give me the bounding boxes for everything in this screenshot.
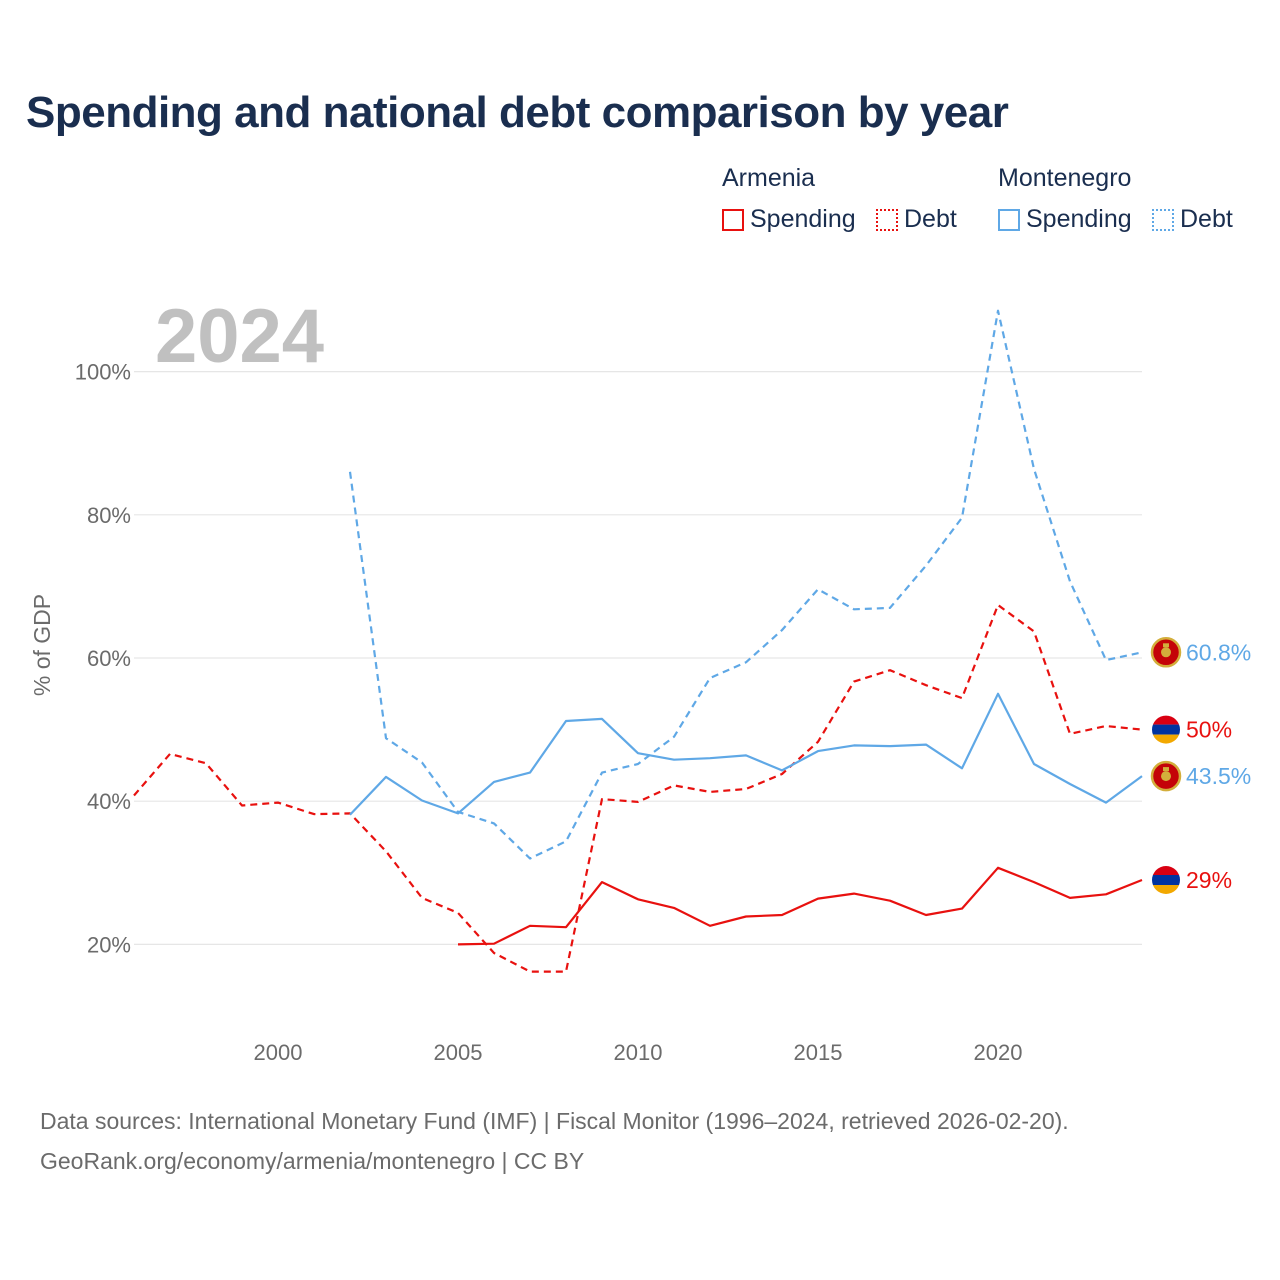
legend-armenia-spending[interactable]: Spending: [722, 205, 856, 234]
gridlines: [134, 371, 1142, 946]
solid-line-swatch-icon: [998, 208, 1020, 231]
end-value-label: 50%: [1186, 717, 1232, 743]
solid-line-swatch-icon: [722, 208, 744, 231]
y-tick-label: 80%: [87, 503, 131, 528]
end-value-label: 60.8%: [1186, 639, 1251, 665]
legend-label: Spending: [1026, 205, 1132, 233]
montenegro-spending-line: [349, 692, 1143, 816]
x-tick-label: 2000: [254, 1040, 303, 1065]
legend-armenia-title: Armenia: [722, 164, 816, 192]
end-labels: 50% 29% 60.8% 43.5%: [1150, 637, 1251, 894]
legend-label: Spending: [750, 205, 856, 233]
legend-armenia-debt[interactable]: Debt: [876, 205, 957, 234]
end-value-label: 29%: [1186, 867, 1232, 893]
armenia-flag-icon: [1152, 715, 1180, 744]
legend-montenegro-title: Montenegro: [998, 164, 1132, 192]
end-value-label: 43.5%: [1186, 763, 1251, 789]
y-tick-label: 40%: [87, 789, 131, 814]
dotted-line-swatch-icon: [1152, 208, 1174, 231]
x-tick-label: 2015: [794, 1040, 843, 1065]
legend-label: Debt: [1180, 205, 1233, 233]
y-axis-label: % of GDP: [29, 594, 55, 696]
line-chart: 20% 40% 60% 80% 100% 2000 2005 2010 2015 2020 % o…: [29, 294, 1251, 1065]
armenia-spending-line: [457, 866, 1143, 946]
source-line-2: GeoRank.org/economy/armenia/montenegro |…: [40, 1148, 585, 1174]
y-tick-label: 20%: [87, 932, 131, 957]
montenegro-flag-icon: [1150, 760, 1182, 792]
montenegro-debt-line: [348, 309, 1143, 860]
armenia-debt-line: [133, 603, 1143, 973]
y-tick-label: 60%: [87, 646, 131, 671]
source-line-1: Data sources: International Monetary Fun…: [40, 1108, 1069, 1134]
legend-montenegro-debt[interactable]: Debt: [1152, 205, 1233, 234]
year-watermark: 2024: [155, 294, 324, 379]
x-tick-label: 2010: [614, 1040, 663, 1065]
axes: 20% 40% 60% 80% 100% 2000 2005 2010 2015 2020: [75, 360, 1023, 1065]
dotted-line-swatch-icon: [876, 208, 898, 231]
armenia-flag-icon: [1152, 866, 1180, 894]
legend-montenegro-spending[interactable]: Spending: [998, 205, 1132, 234]
x-tick-label: 2020: [974, 1040, 1023, 1065]
chart-title: Spending and national debt comparison by…: [26, 88, 1009, 137]
series-lines: [133, 309, 1143, 973]
legend-label: Debt: [904, 205, 957, 233]
y-tick-label: 100%: [75, 360, 131, 385]
x-tick-label: 2005: [434, 1040, 483, 1065]
montenegro-flag-icon: [1150, 637, 1182, 668]
